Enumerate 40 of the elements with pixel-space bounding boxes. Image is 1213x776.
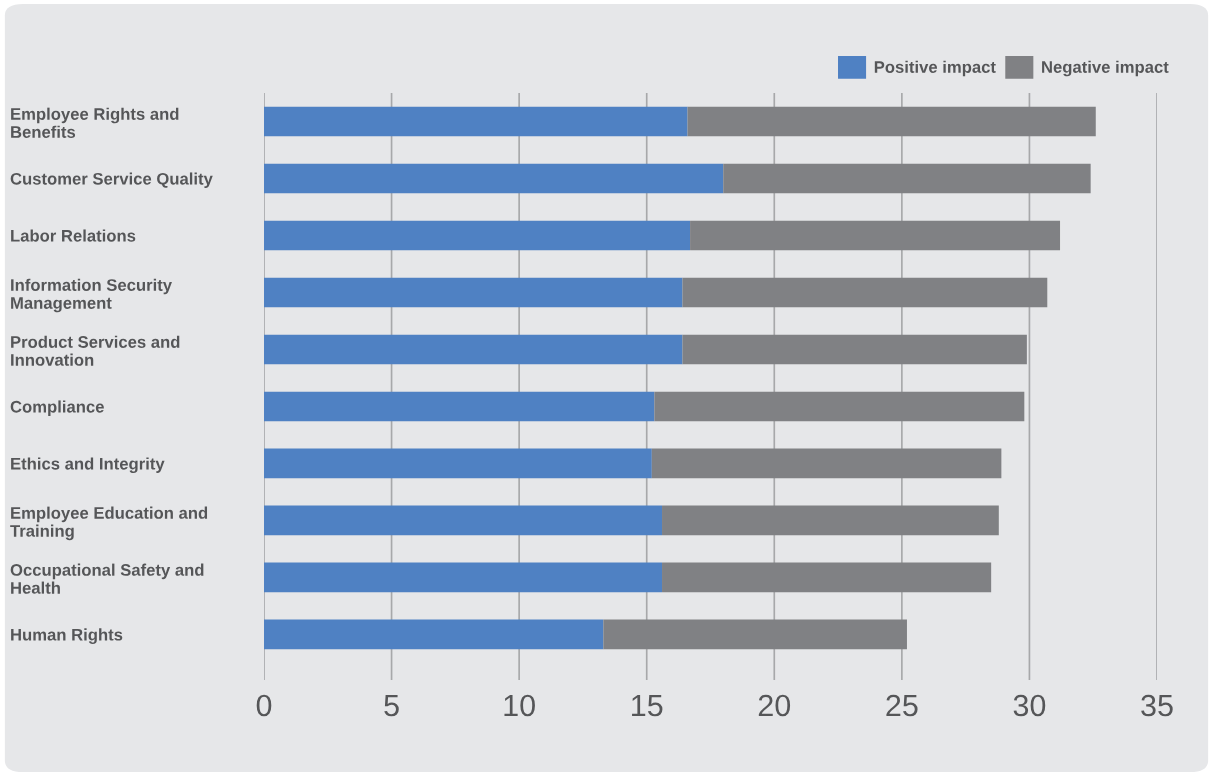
- bar: [662, 505, 999, 536]
- y-tick-label: Product Services and Innovation: [11, 335, 180, 366]
- x-tick-label: 35: [1141, 694, 1173, 717]
- x-tick-label: 5: [384, 695, 399, 717]
- bar: [264, 163, 724, 194]
- y-tick-label: Information Security Management: [11, 278, 172, 313]
- bar: [690, 220, 1061, 251]
- y-tick-label: Ethics and Integrity: [11, 457, 165, 474]
- bar: [264, 220, 691, 251]
- y-tick-label: Employee Education and Training: [10, 506, 208, 541]
- x-tick-label: 0: [256, 694, 272, 717]
- bar: [264, 448, 652, 479]
- legend-label: Negative impact: [1042, 60, 1169, 77]
- x-tick-label: 10: [504, 694, 535, 717]
- y-tick-label: Customer Service Quality: [10, 172, 213, 188]
- bar: [682, 334, 1027, 365]
- bar: [264, 334, 683, 365]
- x-tick-label: 20: [758, 694, 791, 717]
- y-tick-label: Employee Rights and Benefits: [11, 107, 179, 138]
- bar: [264, 619, 604, 650]
- x-tick-label: 25: [886, 694, 918, 717]
- bar: [682, 277, 1048, 308]
- y-tick-label: Occupational Safety and Health: [10, 563, 204, 594]
- bar: [264, 277, 683, 308]
- bar: [723, 163, 1091, 194]
- bar: [603, 619, 907, 650]
- bar: [264, 106, 688, 137]
- legend-label: Positive impact: [874, 60, 996, 77]
- bar: [662, 562, 992, 593]
- y-tick-label: Human Rights: [11, 628, 123, 644]
- bar: [687, 106, 1096, 137]
- x-tick-label: 15: [632, 695, 663, 717]
- bar: [651, 448, 1002, 479]
- y-tick-label: Compliance: [10, 400, 104, 416]
- bar: [264, 391, 655, 422]
- y-tick-label: Labor Relations: [11, 229, 136, 242]
- bar: [264, 562, 663, 593]
- bar: [264, 505, 663, 536]
- bar: [654, 391, 1025, 422]
- x-tick-label: 30: [1013, 694, 1046, 717]
